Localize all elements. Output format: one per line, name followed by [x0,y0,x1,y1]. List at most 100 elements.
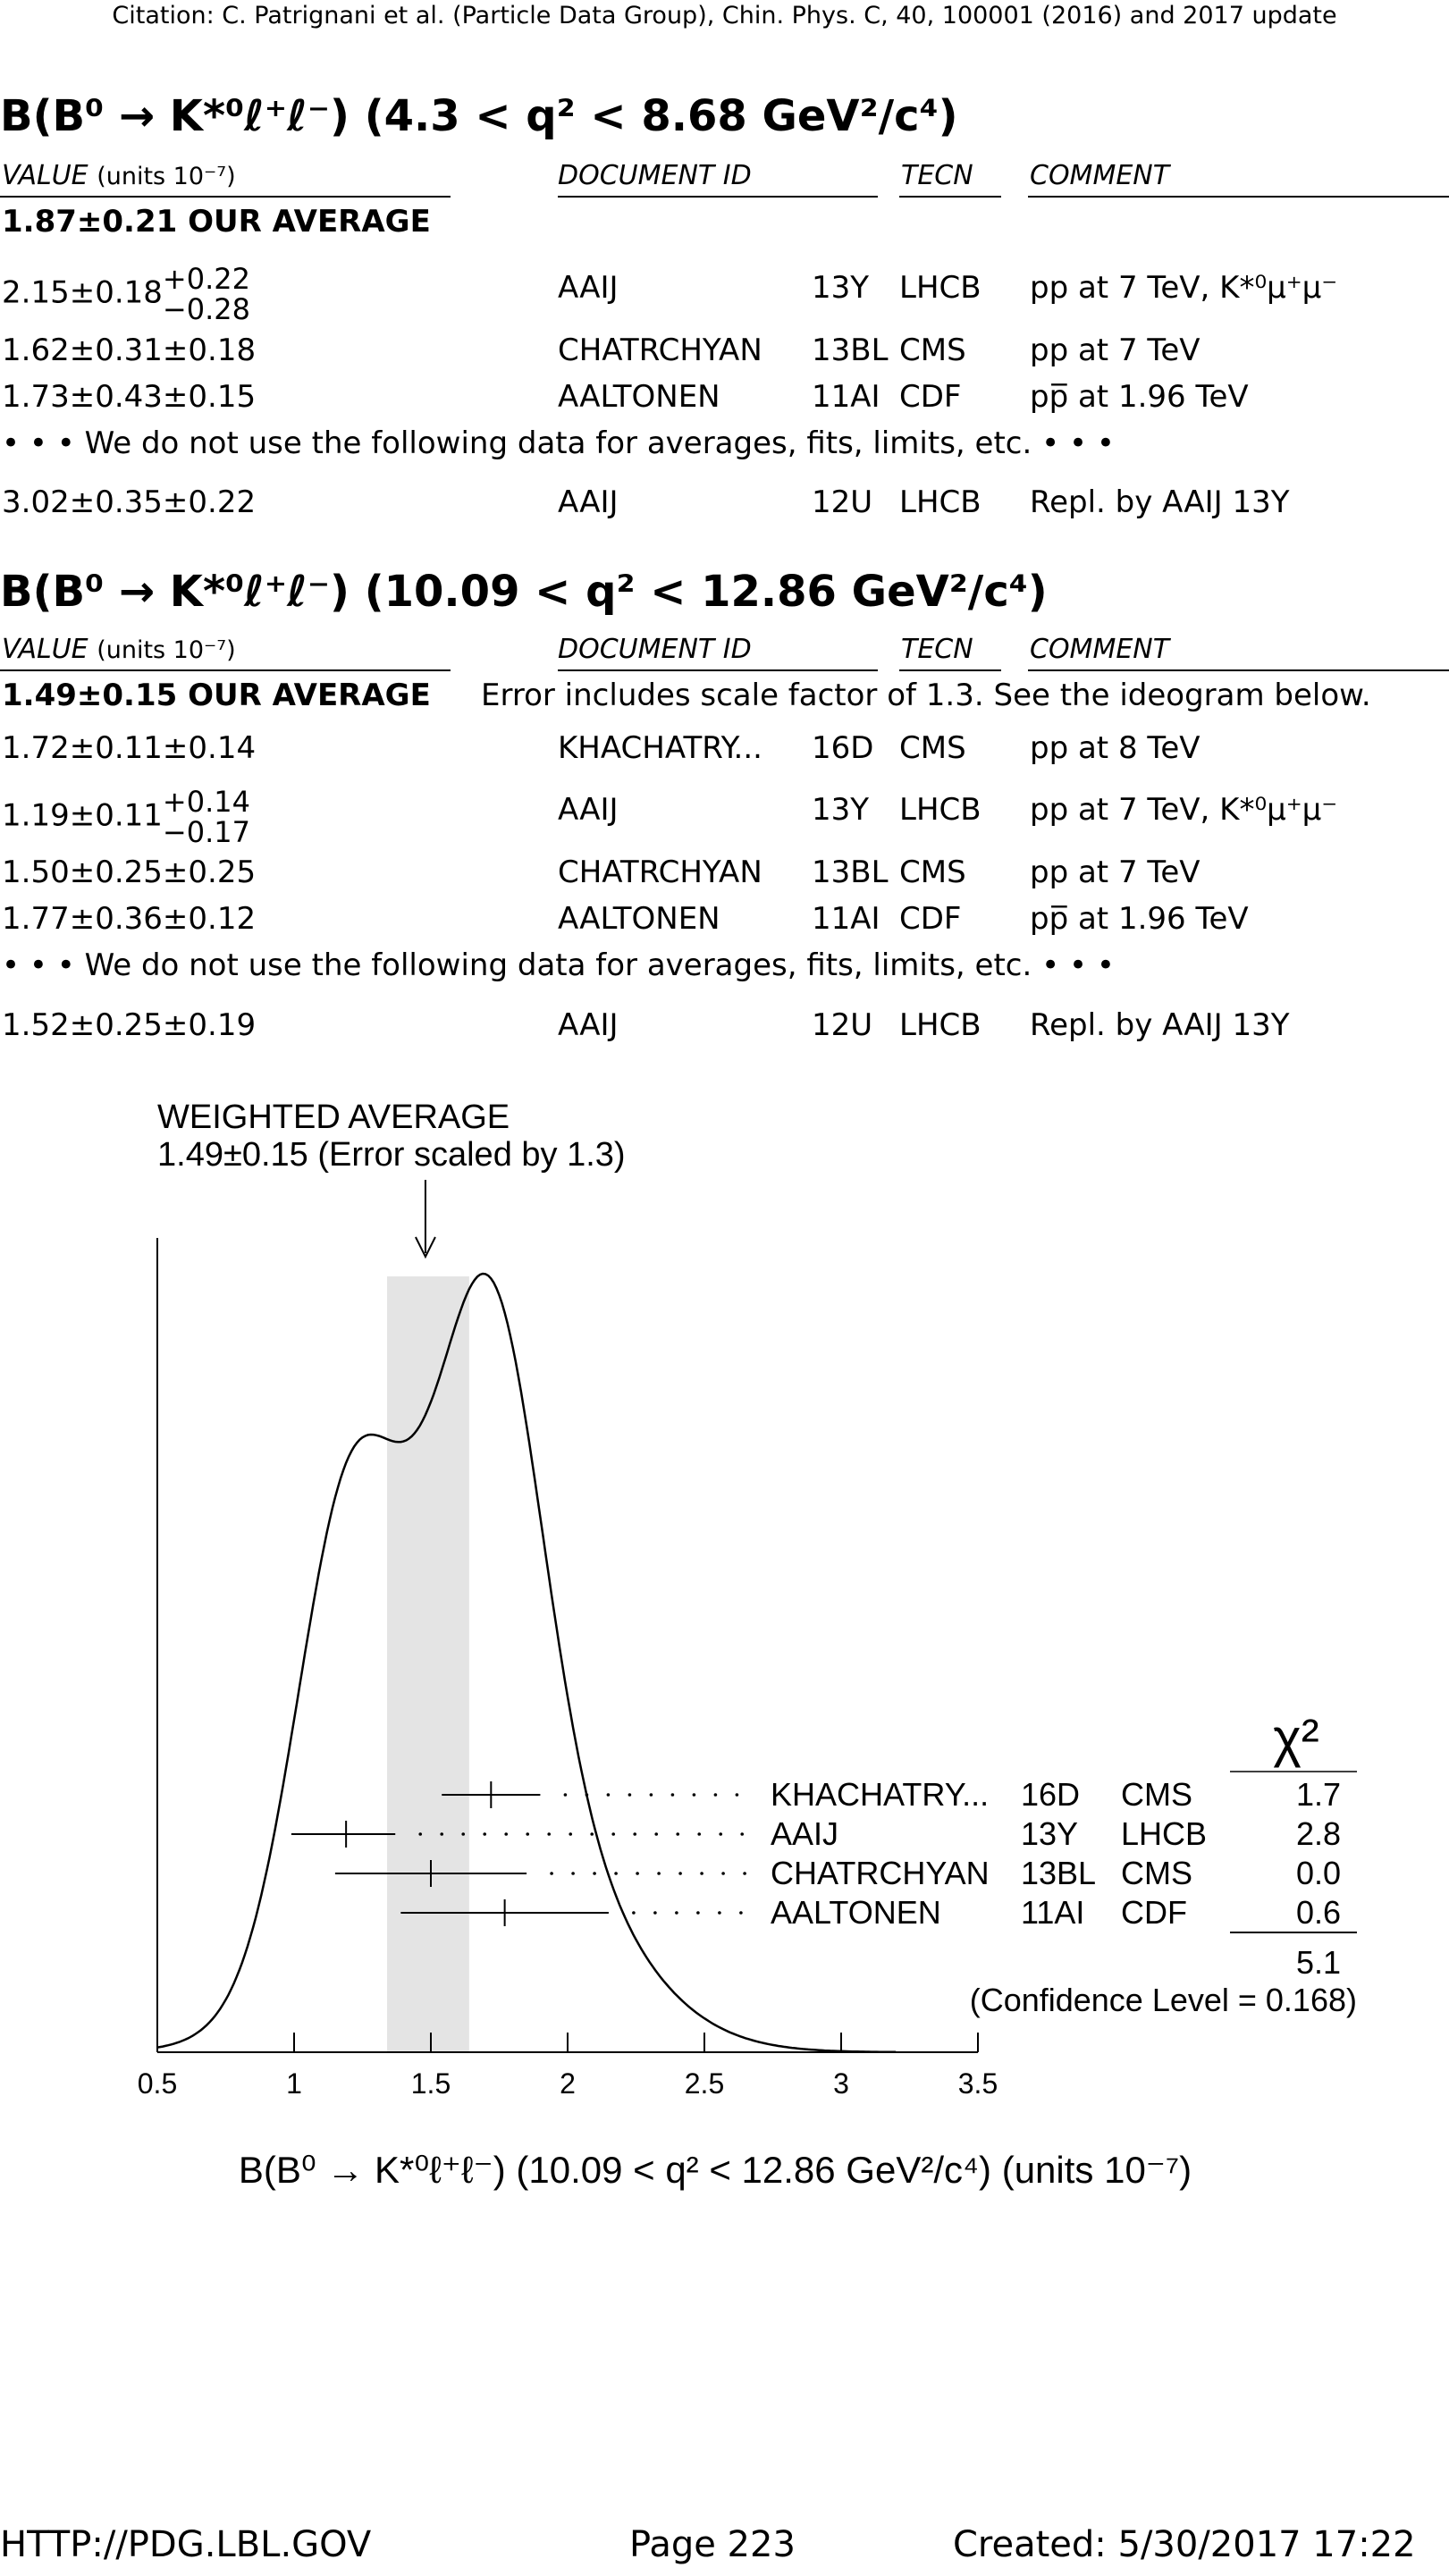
leader-dot [483,1832,487,1836]
measurement-chi2: 0.6 [1296,1894,1341,1931]
rule [899,669,1001,671]
row-tecn: LHCB [899,484,981,520]
row-docid: AALTONEN [558,901,720,937]
leader-dot [718,1911,721,1915]
x-tick-label: 0.5 [138,2067,177,2100]
rule [1028,196,1449,198]
footer-created: Created: 5/30/2017 17:22 [953,2524,1416,2565]
leader-dot [461,1832,466,1836]
ideogram-curve [156,1272,897,2054]
row-docid: AAIJ [558,484,619,520]
rule [0,196,451,198]
measurement-label: KHACHATRY... [771,1776,989,1813]
leader-dot [571,1872,575,1875]
row-year: 11AI [812,901,880,937]
leader-dot [636,1872,639,1875]
leader-dot [670,1793,675,1797]
unused-notice: • • • We do not use the following data f… [2,947,1115,983]
measurement-tecn: CMS [1121,1855,1192,1891]
measurement-year: 13Y [1021,1815,1078,1852]
leader-dot [678,1872,682,1875]
leader-dot [440,1832,444,1836]
leader-dot [740,1832,745,1836]
row-comment: pp at 7 TeV [1030,854,1200,890]
row-docid: KHACHATRY... [558,730,762,766]
row-tecn: CMS [899,333,966,368]
row-tecn: LHCB [899,1007,981,1043]
citation: Citation: C. Patrignani et al. (Particle… [112,2,1337,29]
leader-dot [504,1832,509,1836]
row-year: 13Y [812,792,870,828]
section2-average: 1.49±0.15 OUR AVERAGE [2,678,431,713]
row-year: 13Y [812,270,870,306]
x-tick-label: 1 [286,2067,302,2100]
leader-dot [653,1911,657,1915]
x-tick-label: 2 [560,2067,576,2100]
row-tecn: CDF [899,901,962,937]
row-docid: CHATRCHYAN [558,333,762,368]
leader-dot [657,1872,661,1875]
leader-dot [611,1832,616,1836]
table-row: 1.77±0.36±0.12 [2,901,257,937]
value-header: VALUE (units 10⁻⁷) [2,634,236,665]
measurement-year: 16D [1021,1776,1080,1813]
rule [558,669,878,671]
leader-dot [719,1832,723,1836]
measurement-chi2: 0.0 [1296,1855,1341,1891]
row-docid: AAIJ [558,270,619,306]
weighted-average-subtitle: 1.49±0.15 (Error scaled by 1.3) [157,1136,626,1174]
leader-dot [654,1832,659,1836]
row-docid: CHATRCHYAN [558,854,762,890]
row-year: 13BL [812,854,889,890]
x-tick-label: 1.5 [411,2067,451,2100]
leader-dot [739,1911,743,1915]
rule [899,196,1001,198]
measurement-tecn: CMS [1121,1776,1192,1813]
leader-dot [713,1793,718,1797]
measurement-year: 13BL [1021,1855,1096,1891]
row-comment: pp at 7 TeV, K*⁰μ⁺μ⁻ [1030,792,1338,828]
leader-dot [593,1872,596,1875]
leader-dot [550,1872,553,1875]
row-docid: AAIJ [558,792,619,828]
section2-title: B(B⁰ → K*⁰ℓ⁺ℓ⁻) (10.09 < q² < 12.86 GeV²… [0,567,1048,617]
tecn-header: TECN [901,160,973,191]
measurement-label: AALTONEN [771,1894,941,1931]
leader-dot [735,1793,739,1797]
table-row: 1.19±0.11 +0.14 −0.17 [2,785,250,849]
leader-dot [526,1832,530,1836]
row-comment: pp at 7 TeV, K*⁰μ⁺μ⁻ [1030,270,1338,306]
leader-dot [606,1793,611,1797]
measurement-tecn: CDF [1121,1894,1187,1931]
comment-header: COMMENT [1030,160,1170,191]
x-axis-label: B(B⁰ → K*⁰ℓ⁺ℓ⁻) (10.09 < q² < 12.86 GeV²… [239,2149,1192,2191]
leader-dot [743,1872,746,1875]
row-comment: pp̅ at 1.96 TeV [1030,379,1249,415]
table-row: 1.62±0.31±0.18 [2,333,257,368]
row-comment: pp at 8 TeV [1030,730,1200,766]
leader-dot [632,1911,636,1915]
table-row: 1.52±0.25±0.19 [2,1007,257,1043]
measurement-tecn: LHCB [1121,1815,1207,1852]
row-comment: Repl. by AAIJ 13Y [1030,484,1290,520]
row-docid: AAIJ [558,1007,619,1043]
measurement-chi2: 1.7 [1296,1776,1341,1813]
rule [0,669,451,671]
leader-dot [563,1793,568,1797]
leader-dot [585,1793,589,1797]
row-tecn: LHCB [899,270,981,306]
ideogram-chart: 0.5 1 1.5 2 2.5 3 3.5 KHACHATRY... 16D CMS 1.7 AAIJ… [138,1099,1357,2191]
leader-dot [547,1832,552,1836]
leader-dot [590,1832,594,1836]
x-tick-label: 2.5 [685,2067,724,2100]
tecn-header: TECN [901,634,973,665]
measurement-label: CHATRCHYAN [771,1855,990,1891]
row-tecn: LHCB [899,792,981,828]
leader-dot [614,1872,618,1875]
row-year: 12U [812,484,873,520]
row-tecn: CDF [899,379,962,415]
measurement-year: 11AI [1021,1894,1084,1931]
footer-page: Page 223 [629,2524,796,2565]
rule [1028,669,1449,671]
docid-header: DOCUMENT ID [558,634,752,665]
